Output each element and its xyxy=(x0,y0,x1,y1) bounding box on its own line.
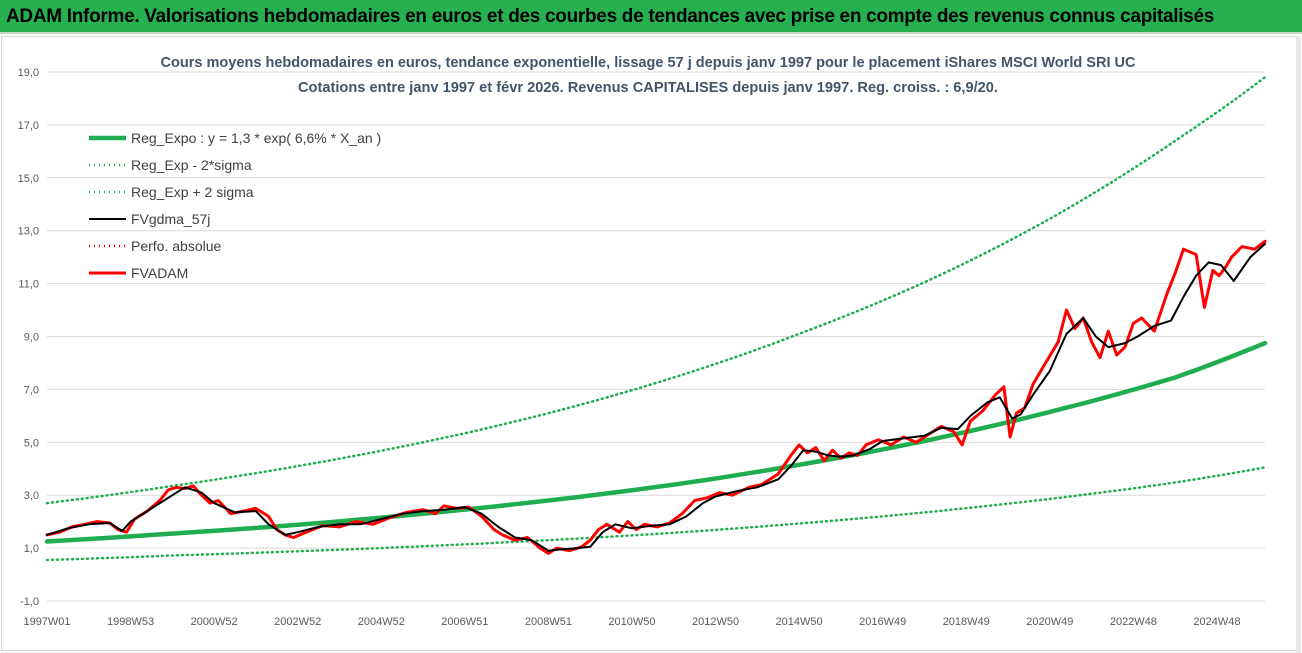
legend-label: Perfo. absolue xyxy=(131,238,221,254)
x-tick-label: 1997W01 xyxy=(23,616,70,628)
legend-label: Reg_Exp - 2*sigma xyxy=(131,157,252,173)
series-line xyxy=(44,340,1268,544)
legend-label: Reg_Exp + 2 sigma xyxy=(131,184,254,200)
x-tick-label: 2008W51 xyxy=(525,616,572,628)
legend-label: Reg_Expo : y = 1,3 * exp( 6,6% * X_an ) xyxy=(131,130,381,146)
y-tick-label: 7,0 xyxy=(24,384,39,396)
x-tick-label: 2022W48 xyxy=(1110,616,1157,628)
report-banner: ADAM Informe. Valorisations hebdomadaire… xyxy=(0,0,1302,34)
x-tick-label: 2018W49 xyxy=(943,616,990,628)
y-tick-label: 15,0 xyxy=(18,173,39,185)
gridlines xyxy=(47,71,1265,602)
x-tick-label: 2010W50 xyxy=(608,616,655,628)
y-tick-label: 5,0 xyxy=(24,437,39,449)
x-tick-label: 2014W50 xyxy=(776,616,823,628)
x-tick-label: 2000W52 xyxy=(191,616,238,628)
report-title: ADAM Informe. Valorisations hebdomadaire… xyxy=(6,6,1215,27)
series-lines xyxy=(44,76,1268,562)
series-line xyxy=(45,239,1267,555)
chart-title-line1: Cours moyens hebdomadaires en euros, ten… xyxy=(161,54,1136,71)
x-axis: 1997W01 1998W53 2000W52 2002W52 2004W52 2006W… xyxy=(23,616,1240,628)
y-tick-label: 3,0 xyxy=(24,490,39,502)
legend-label: FVADAM xyxy=(131,265,188,281)
y-tick-label: 1,0 xyxy=(24,543,39,555)
chart-title-line2: Cotations entre janv 1997 et févr 2026. … xyxy=(298,79,998,96)
x-tick-label: 2006W51 xyxy=(441,616,488,628)
y-axis: -1,0 1,0 3,0 5,0 7,0 9,0 11,0 13,0 15,0 17,0 19,0 xyxy=(18,67,39,608)
right-scroll-edge xyxy=(1296,36,1301,653)
x-tick-label: 1998W53 xyxy=(107,616,154,628)
y-tick-label: 9,0 xyxy=(24,332,39,344)
x-tick-label: 2024W48 xyxy=(1193,616,1240,628)
y-tick-label: 17,0 xyxy=(18,120,39,132)
x-tick-label: 2020W49 xyxy=(1026,616,1073,628)
series-line xyxy=(45,466,1267,562)
x-tick-label: 2002W52 xyxy=(274,616,321,628)
x-tick-label: 2012W50 xyxy=(692,616,739,628)
y-tick-label: 11,0 xyxy=(18,279,39,291)
y-tick-label: 13,0 xyxy=(18,226,39,238)
series-line xyxy=(45,76,1267,505)
y-tick-label: -1,0 xyxy=(20,596,39,608)
y-tick-label: 19,0 xyxy=(18,67,39,79)
legend-label: FVgdma_57j xyxy=(131,211,210,227)
x-tick-label: 2016W49 xyxy=(859,616,906,628)
x-tick-label: 2004W52 xyxy=(358,616,405,628)
legend: Reg_Expo : y = 1,3 * exp( 6,6% * X_an ) R… xyxy=(89,130,381,281)
series-line xyxy=(46,242,1266,552)
